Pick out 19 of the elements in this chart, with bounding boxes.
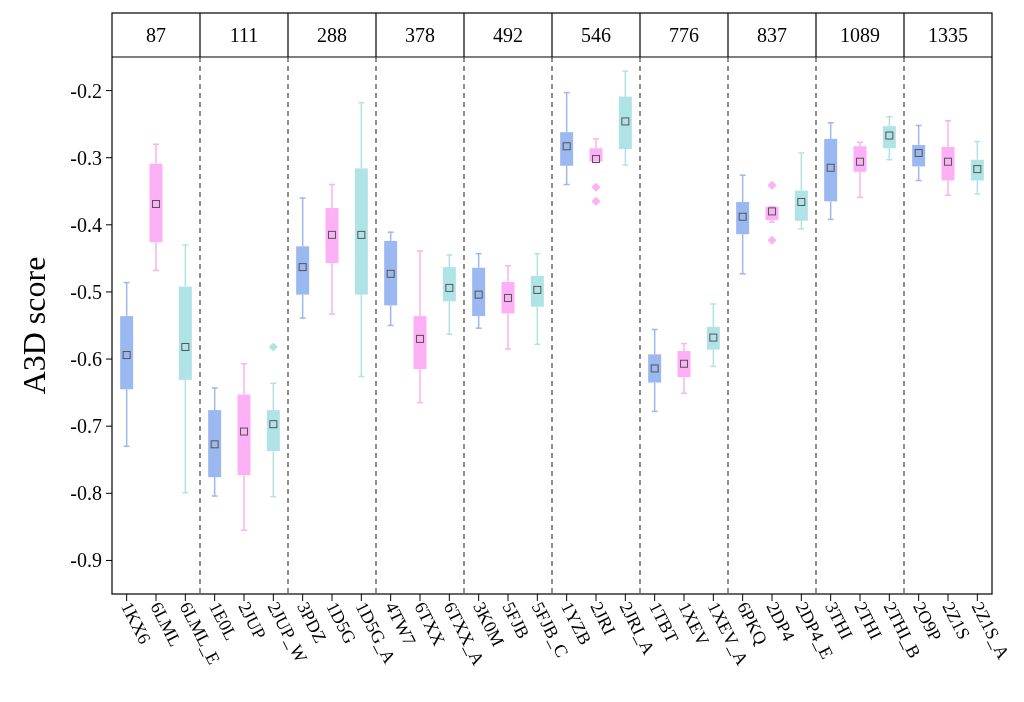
y-tick-label: -0.4 <box>70 213 102 236</box>
chart-title: 546 <box>581 24 611 46</box>
y-axis-title: A3D score <box>16 256 52 395</box>
y-tick-label: -0.6 <box>70 348 102 371</box>
y-tick-label: -0.5 <box>70 280 102 303</box>
chart-title: 1089 <box>840 24 880 46</box>
chart-title: 111 <box>229 24 259 46</box>
chart-title: 837 <box>757 24 787 46</box>
chart-title: 776 <box>669 24 699 46</box>
y-tick-label: -0.7 <box>70 415 102 438</box>
chart-title: 378 <box>405 24 435 46</box>
y-tick-label: -0.9 <box>70 549 102 572</box>
chart-title: 1335 <box>928 24 968 46</box>
chart-title: 87 <box>146 24 166 46</box>
y-tick-label: -0.2 <box>70 79 102 102</box>
chart-title: 492 <box>493 24 523 46</box>
chart-title: 288 <box>317 24 347 46</box>
y-tick-label: -0.3 <box>70 146 102 169</box>
y-tick-label: -0.8 <box>70 482 102 505</box>
